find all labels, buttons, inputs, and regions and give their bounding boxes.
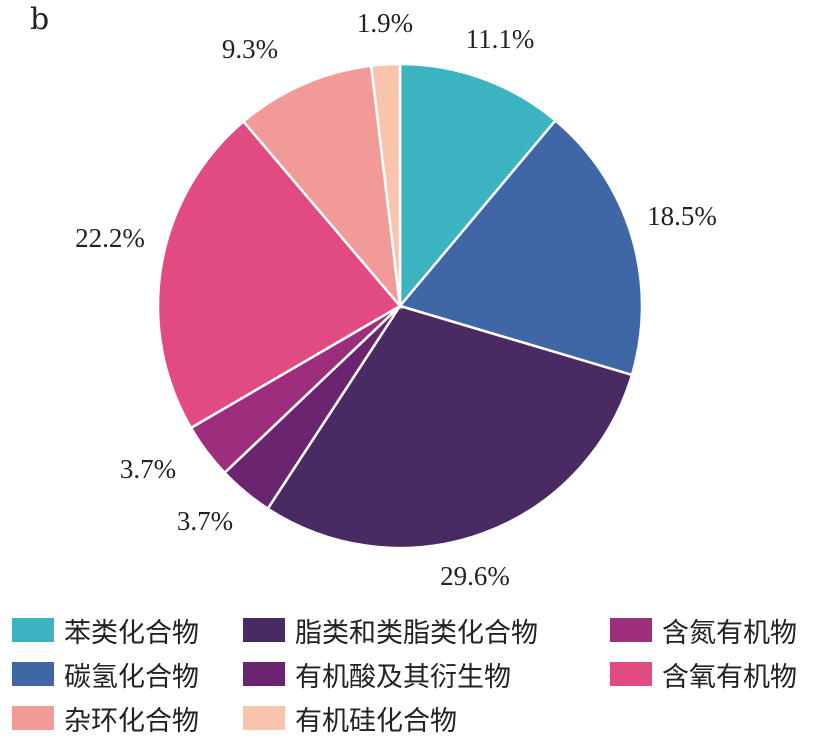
pie-slice-6 — [241, 64, 402, 310]
legend-item-5: 含氧有机物 — [610, 654, 797, 694]
legend-label: 有机硅化合物 — [295, 705, 457, 737]
panel-label: b — [30, 2, 50, 37]
legend-swatch — [12, 706, 54, 730]
slice-label-7: 1.9% — [357, 8, 413, 38]
legend-label: 含氧有机物 — [662, 661, 797, 693]
legend-swatch — [243, 662, 285, 686]
legend-item-1: 碳氢化合物 — [12, 654, 199, 694]
legend: 苯类化合物碳氢化合物 脂类和类脂类化合物 有机酸及其衍生物 含氮有机物含氧有机物杂环化… — [0, 610, 828, 740]
legend-label: 有机酸及其衍生物 — [295, 661, 511, 693]
pie-slices — [156, 62, 644, 550]
legend-swatch — [12, 618, 54, 642]
slice-label-0: 11.1% — [466, 24, 535, 54]
legend-label: 苯类化合物 — [64, 617, 199, 649]
slice-label-4: 3.7% — [120, 454, 176, 484]
pie-slice-0 — [398, 62, 558, 310]
pie-labels: 11.1% 18.5% 29.6% 3.7%3.7% 22.2% 9.3% 1.9% — [75, 8, 717, 591]
slice-label-3: 3.7% — [177, 506, 233, 536]
pie-chart: 11.1% 18.5% 29.6% 3.7%3.7% 22.2% 9.3% 1.9% — [75, 8, 717, 591]
pie-slice-2 — [266, 304, 634, 550]
legend-item-6: 杂环化合物 — [12, 698, 199, 738]
legend-item-7: 有机硅化合物 — [243, 698, 457, 738]
legend-item-3: 有机酸及其衍生物 — [243, 654, 511, 694]
legend-label: 碳氢化合物 — [64, 661, 199, 693]
pie-slice-7 — [369, 62, 402, 307]
legend-label: 杂环化合物 — [64, 705, 199, 737]
slice-label-2: 29.6% — [440, 561, 510, 591]
legend-swatch — [12, 662, 54, 686]
legend-item-2: 脂类和类脂类化合物 — [243, 610, 538, 650]
legend-item-4: 含氮有机物 — [610, 610, 797, 650]
legend-item-0: 苯类化合物 — [12, 610, 199, 650]
slice-label-5: 22.2% — [75, 223, 145, 253]
pie-slice-1 — [397, 118, 644, 377]
legend-label: 脂类和类脂类化合物 — [295, 617, 538, 649]
pie-slice-5 — [156, 119, 402, 430]
legend-swatch — [610, 662, 652, 686]
legend-swatch — [610, 618, 652, 642]
legend-swatch — [243, 706, 285, 730]
legend-label: 含氮有机物 — [662, 617, 797, 649]
legend-swatch — [243, 618, 285, 642]
slice-label-6: 9.3% — [222, 34, 278, 64]
slice-label-1: 18.5% — [647, 201, 717, 231]
